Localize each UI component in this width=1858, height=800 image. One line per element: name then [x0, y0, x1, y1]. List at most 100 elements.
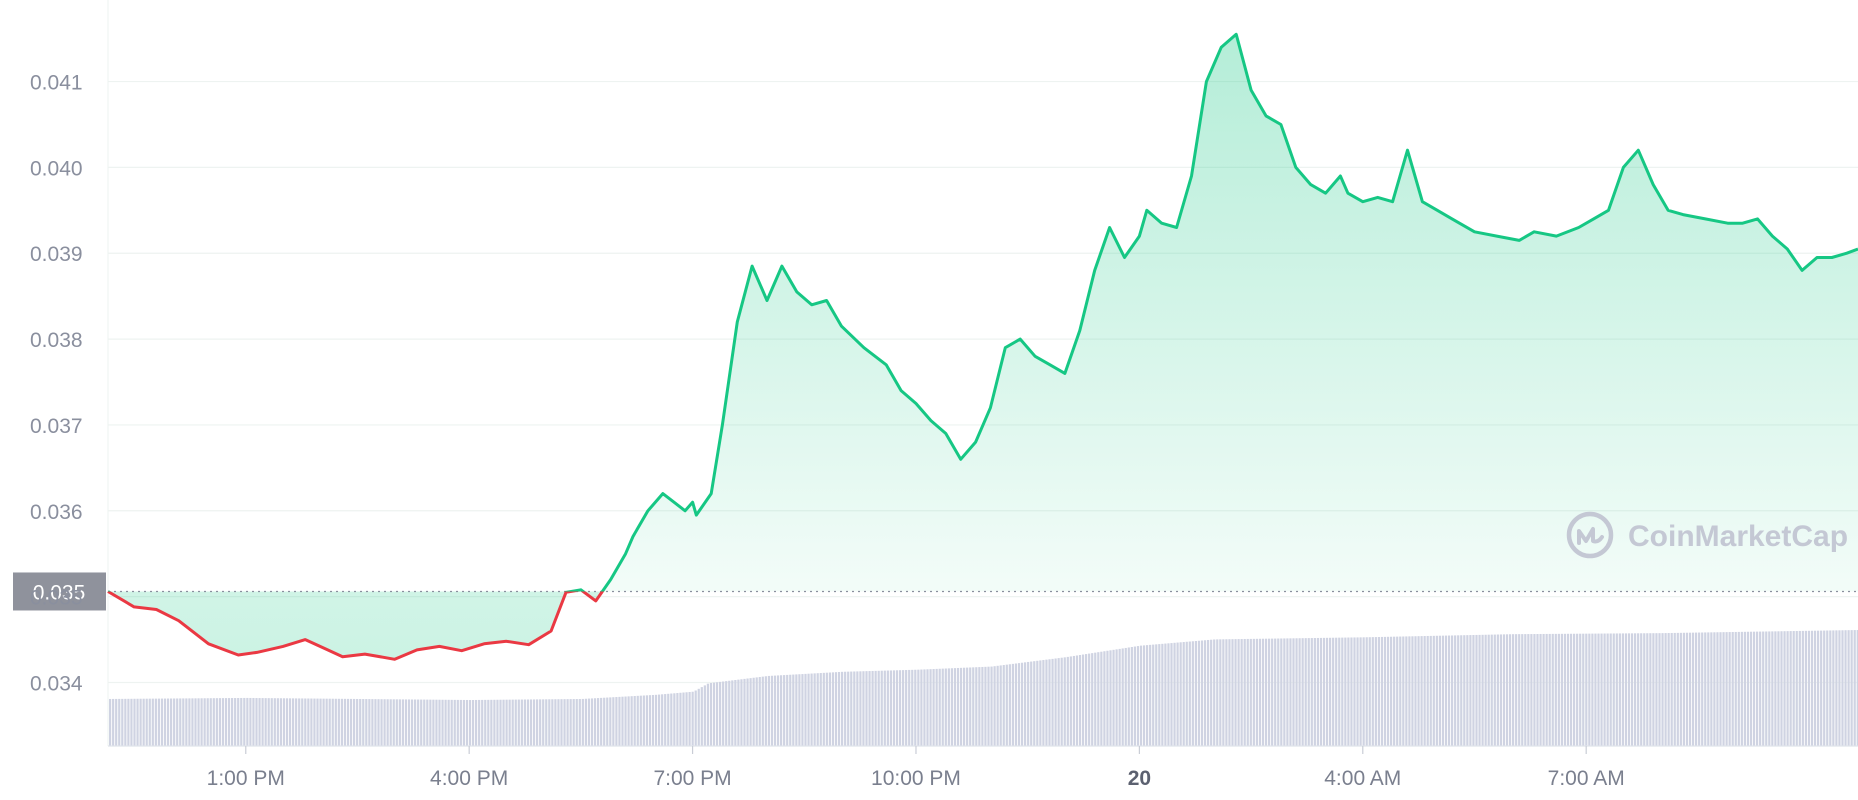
- volume-bar: [133, 698, 136, 746]
- volume-bar: [917, 669, 920, 746]
- volume-bar: [1371, 637, 1374, 746]
- volume-bar: [1521, 634, 1524, 746]
- volume-bar: [322, 698, 325, 746]
- volume-bar: [429, 699, 432, 746]
- volume-bar: [1088, 653, 1091, 746]
- volume-bar: [1630, 633, 1634, 746]
- volume-bar: [630, 696, 633, 746]
- volume-bar: [1377, 636, 1380, 746]
- volume-bar: [1268, 638, 1271, 746]
- volume-bar: [1219, 639, 1222, 746]
- volume-bar: [1792, 631, 1795, 746]
- volume-bar: [700, 687, 703, 746]
- volume-bar: [1298, 638, 1301, 746]
- volume-bar: [1759, 631, 1762, 746]
- volume-bar: [1280, 638, 1283, 746]
- volume-bar: [1774, 631, 1777, 746]
- volume-bar: [1374, 637, 1377, 746]
- volume-bar: [1481, 634, 1484, 746]
- volume-bar: [1057, 658, 1060, 746]
- volume-bar: [307, 698, 310, 746]
- volume-bar: [392, 699, 395, 746]
- volume-bar: [1719, 632, 1722, 746]
- volume-bar: [545, 699, 548, 746]
- volume-bar: [709, 683, 713, 746]
- volume-bar: [1383, 636, 1387, 746]
- volume-bar: [1322, 637, 1326, 746]
- volume-bar: [414, 699, 417, 746]
- volume-bar: [142, 698, 145, 746]
- volume-bar: [1637, 633, 1640, 746]
- volume-bar: [490, 699, 493, 746]
- volume-bar: [587, 698, 591, 746]
- volume-bar: [362, 699, 365, 746]
- volume-bar: [1185, 641, 1188, 746]
- volume-bar: [1463, 635, 1466, 746]
- volume-bar: [1301, 638, 1304, 746]
- volume-bar: [499, 699, 502, 746]
- y-tick-label: 0.035: [30, 587, 83, 610]
- volume-bar: [170, 698, 173, 746]
- volume-bar: [1472, 635, 1475, 746]
- volume-bar: [1313, 638, 1316, 746]
- volume-bar: [1264, 638, 1268, 746]
- volume-bar: [1618, 633, 1621, 746]
- volume-bar: [566, 699, 569, 746]
- volume-bar: [1832, 630, 1835, 746]
- volume-bar: [1505, 634, 1509, 746]
- volume-bar: [295, 698, 298, 746]
- volume-bar: [828, 672, 831, 746]
- volume-bar: [1103, 651, 1106, 746]
- volume-bar: [154, 698, 157, 746]
- volume-bar: [822, 672, 825, 746]
- volume-bar: [1289, 638, 1292, 746]
- volume-bar: [1075, 655, 1079, 746]
- volume-bar: [252, 697, 255, 746]
- volume-bar: [1246, 638, 1249, 746]
- volume-bar: [795, 674, 798, 746]
- volume-bar: [529, 699, 533, 746]
- volume-bar: [313, 698, 316, 746]
- volume-bar: [1621, 633, 1624, 746]
- volume-bar: [484, 699, 487, 746]
- volume-bar: [1408, 636, 1411, 746]
- volume-bar: [426, 699, 429, 746]
- volume-bar: [1460, 635, 1463, 746]
- volume-bar: [853, 671, 856, 746]
- volume-bar: [1365, 637, 1368, 746]
- volume-bar: [895, 670, 899, 746]
- volume-bar: [1085, 654, 1088, 746]
- volume-bar: [1539, 633, 1542, 746]
- volume-bar: [523, 699, 526, 746]
- volume-bar: [767, 675, 770, 746]
- volume-bar: [1695, 632, 1698, 746]
- volume-bar: [1014, 663, 1018, 746]
- volume-bar: [1240, 639, 1243, 746]
- volume-bar: [1850, 630, 1853, 746]
- volume-bar: [654, 694, 658, 746]
- volume-bar: [667, 693, 670, 746]
- volume-bar: [935, 668, 938, 746]
- volume-bar: [1252, 638, 1255, 746]
- volume-bar: [1548, 633, 1551, 746]
- volume-bar: [1551, 633, 1554, 746]
- volume-bar: [1810, 630, 1814, 746]
- volume-bar: [1429, 635, 1432, 746]
- volume-bar: [1640, 633, 1643, 746]
- volume-bar: [1765, 631, 1768, 746]
- volume-bar: [1435, 635, 1438, 746]
- x-tick-label: 1:00 PM: [207, 767, 285, 790]
- volume-bar: [1121, 648, 1124, 746]
- volume-bar: [874, 670, 877, 746]
- volume-bar: [1368, 637, 1371, 746]
- volume-bar: [151, 698, 154, 746]
- volume-bar: [685, 692, 688, 746]
- volume-bar: [908, 669, 911, 746]
- volume-bar: [1707, 632, 1710, 746]
- volume-bar: [1710, 632, 1713, 746]
- volume-bar: [112, 698, 115, 746]
- volume-bar: [1588, 633, 1591, 746]
- volume-bar: [1835, 630, 1838, 746]
- volume-bar: [612, 697, 615, 746]
- volume-bar: [200, 698, 203, 746]
